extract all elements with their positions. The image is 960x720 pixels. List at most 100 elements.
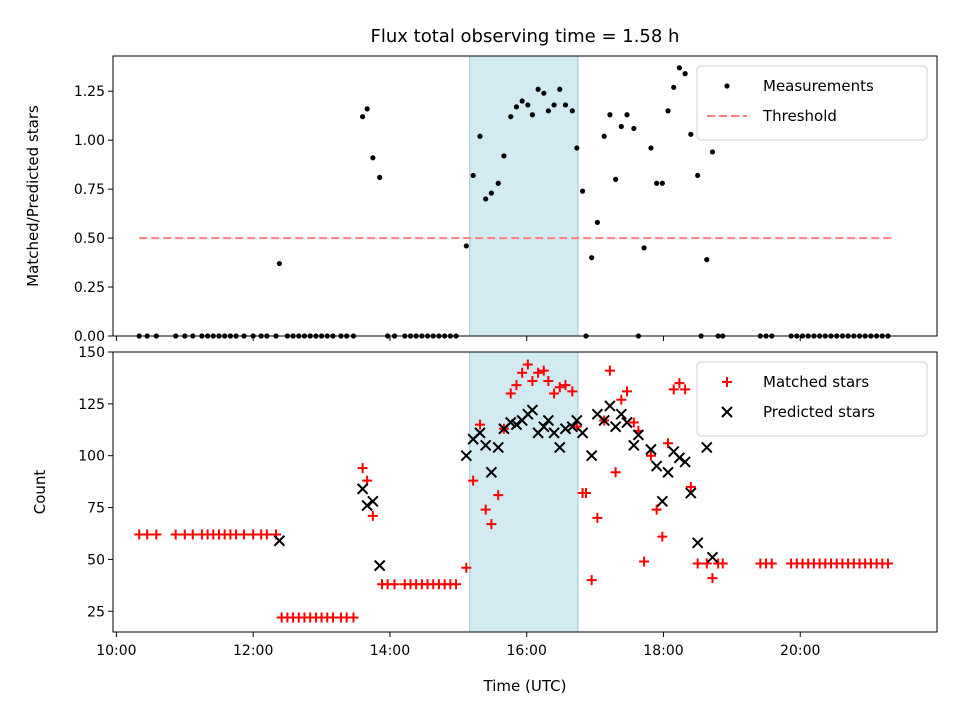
- predicted-star-point: [673, 452, 686, 464]
- matched-star-point: [261, 529, 272, 540]
- predicted-star-point: [492, 441, 504, 454]
- matched-star-point: [527, 376, 538, 387]
- predicted-star-point: [554, 441, 566, 454]
- x-tick-label: 20:00: [780, 643, 820, 659]
- matched-star-point: [511, 380, 522, 391]
- predicted-star-point: [645, 443, 657, 456]
- measurement-point: [519, 98, 525, 104]
- matched-star-point: [663, 438, 674, 449]
- y-tick-label: 50: [87, 552, 105, 568]
- count-x-ticks: 10:00 12:00 14:00 16:00 18:00 20:00: [96, 632, 820, 659]
- matched-star-point: [543, 376, 554, 387]
- measurement-point: [682, 71, 688, 77]
- measurement-point: [671, 84, 677, 90]
- predicted-star-point: [559, 423, 572, 435]
- matched-star-point: [549, 388, 560, 399]
- y-tick-label: 125: [78, 397, 105, 413]
- predicted-star-point: [367, 495, 379, 508]
- predicted-star-point: [373, 559, 386, 572]
- matched-star-point: [357, 463, 368, 474]
- matched-star-point: [187, 529, 198, 540]
- matched-star-point: [701, 558, 712, 569]
- measurement-point: [529, 112, 536, 118]
- matched-star-point: [505, 388, 516, 399]
- measurement-point: [488, 190, 494, 196]
- y-tick-label: 150: [78, 345, 105, 361]
- measurement-point: [601, 133, 607, 139]
- legend-marker: [721, 406, 733, 418]
- x-tick-label: 18:00: [643, 643, 683, 659]
- predicted-star-point: [538, 420, 550, 433]
- legend-label: Measurements: [763, 77, 874, 95]
- predicted-star-point: [566, 420, 579, 433]
- y-tick-label: 1.00: [74, 133, 105, 149]
- matched-star-point: [554, 382, 565, 393]
- predicted-star-point: [604, 400, 616, 412]
- matched-star-point: [517, 367, 528, 378]
- matched-star-point: [474, 419, 485, 430]
- legend-box: [696, 65, 928, 141]
- measurement-point: [654, 180, 660, 186]
- matched-star-point: [538, 365, 549, 376]
- measurement-point: [364, 106, 370, 112]
- measurement-point: [709, 149, 716, 155]
- measurement-point: [665, 108, 671, 114]
- shaded-interval: [469, 55, 579, 337]
- matched-star-point: [645, 450, 656, 461]
- y-tick-label: 75: [87, 501, 105, 517]
- predicted-star-point: [679, 456, 691, 468]
- matched-star-point: [389, 579, 400, 590]
- measurement-point: [631, 125, 637, 132]
- measurement-point: [589, 255, 595, 261]
- predicted-star-point: [621, 416, 633, 429]
- matched-star-point: [657, 531, 668, 542]
- legend-marker: [724, 83, 730, 89]
- legend-box: [696, 361, 928, 437]
- measurement-point: [704, 257, 710, 263]
- count-y-label: Count: [31, 470, 49, 515]
- predicted-star-point: [609, 420, 622, 433]
- measurement-point: [579, 188, 586, 194]
- y-tick-label: 0.50: [74, 231, 105, 247]
- matched-star-point: [622, 386, 633, 397]
- predicted-star-point: [685, 487, 697, 499]
- x-tick-label: 14:00: [370, 643, 410, 659]
- predicted-star-point: [615, 408, 628, 420]
- measurement-point: [613, 176, 619, 182]
- measurement-point: [359, 114, 366, 120]
- measurement-point: [551, 102, 557, 108]
- measurement-point: [574, 145, 580, 151]
- measurement-point: [525, 102, 531, 108]
- measurement-point: [370, 155, 376, 161]
- measurement-point: [594, 219, 600, 226]
- ratio-y-ticks: 0.00 0.25 0.50 0.75 1.00 1.25: [74, 84, 113, 345]
- measurement-point: [495, 180, 501, 186]
- matched-star-point: [628, 417, 639, 428]
- measurement-point: [648, 145, 654, 151]
- matched-star-point: [533, 367, 544, 378]
- predicted-star-point: [656, 495, 669, 508]
- matched-star-point: [685, 481, 696, 492]
- count-axes-frame: [112, 351, 938, 633]
- count-points: [134, 359, 893, 623]
- matched-star-point: [882, 558, 893, 569]
- y-tick-label: 0.00: [74, 329, 105, 345]
- y-tick-label: 1.25: [74, 84, 105, 100]
- measurement-point: [501, 153, 507, 159]
- measurement-point: [562, 102, 569, 108]
- measurement-point: [569, 108, 575, 114]
- predicted-star-point: [571, 414, 583, 427]
- predicted-star-point: [701, 441, 713, 454]
- predicted-star-point: [691, 537, 704, 549]
- matched-star-point: [668, 384, 679, 395]
- ratio-y-label: Matched/Predicted stars: [24, 105, 42, 287]
- matched-star-point: [680, 384, 691, 395]
- legend-label: Matched stars: [763, 373, 869, 391]
- matched-star-point: [142, 529, 153, 540]
- measurement-point: [276, 260, 282, 267]
- predicted-star-point: [474, 427, 486, 439]
- predicted-star-point: [598, 414, 610, 427]
- measurement-point: [535, 86, 541, 92]
- predicted-star-point: [650, 460, 663, 472]
- x-tick-label: 16:00: [507, 643, 547, 659]
